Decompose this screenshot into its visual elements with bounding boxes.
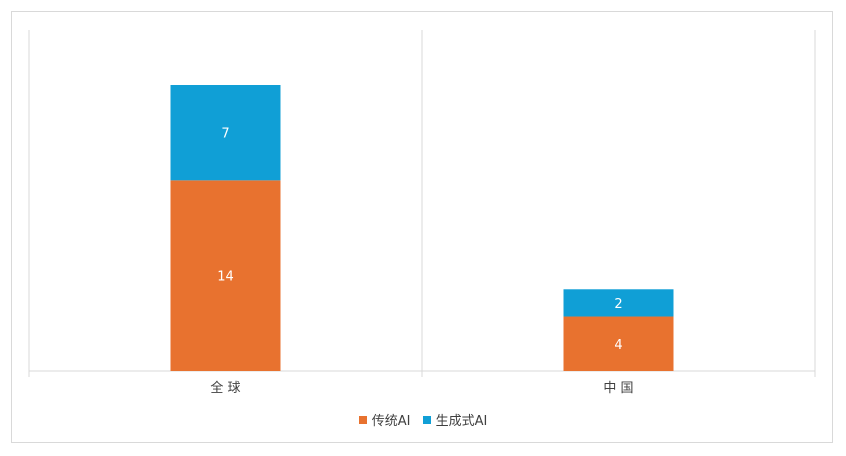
x-tick-label-1: 全 球: [210, 380, 240, 396]
legend-swatch-series-1: [359, 416, 367, 424]
legend-label-series-2: 生成式AI: [436, 410, 488, 429]
legend-swatch-series-2: [423, 416, 431, 424]
legend-item-series-2: 生成式AI: [423, 410, 488, 429]
data-label-series-2-category-2: 2: [614, 297, 622, 312]
legend: 传统AI 生成式AI: [0, 410, 846, 429]
x-tick-label-2: 中 国: [603, 381, 633, 396]
axes: [29, 30, 815, 377]
data-label-series-1-category-2: 4: [614, 338, 622, 353]
data-label-series-2-category-1: 7: [221, 127, 229, 142]
legend-item-series-1: 传统AI: [359, 410, 411, 429]
legend-label-series-1: 传统AI: [372, 410, 411, 429]
data-label-series-1-category-1: 14: [217, 270, 234, 285]
